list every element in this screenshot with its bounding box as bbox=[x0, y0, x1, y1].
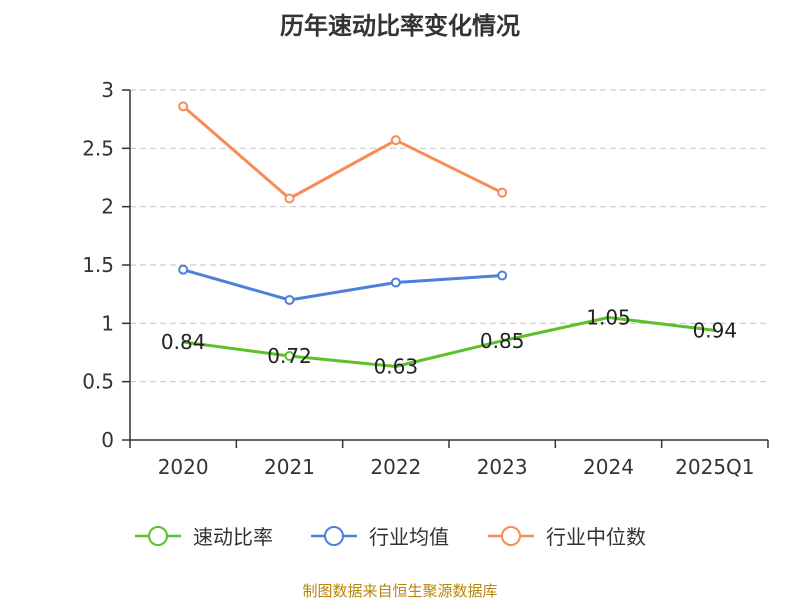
y-tick-label: 1.5 bbox=[82, 253, 114, 277]
data-labels: 0.84 0.72 0.63 0.85 1.05 0.94 bbox=[161, 306, 737, 379]
axes: 0 0.5 1 1.5 2 2.5 3 2020 2021 2022 2023 2024 2025Q1 bbox=[82, 78, 769, 479]
series-point[interactable] bbox=[390, 135, 401, 146]
legend-label: 行业中位数 bbox=[546, 525, 646, 549]
x-tick-label: 2020 bbox=[158, 455, 209, 479]
y-tick-label: 0 bbox=[101, 428, 114, 452]
x-tick-label: 2024 bbox=[583, 455, 634, 479]
data-label: 1.05 bbox=[586, 306, 631, 330]
data-label: 0.94 bbox=[693, 318, 738, 342]
legend-item-1[interactable]: 行业均值 bbox=[311, 525, 449, 549]
series-point[interactable] bbox=[178, 264, 189, 275]
series-point[interactable] bbox=[390, 277, 401, 288]
data-label: 0.85 bbox=[480, 329, 525, 353]
series-point[interactable] bbox=[284, 351, 295, 361]
legend-marker bbox=[501, 526, 521, 546]
x-tick-label: 2022 bbox=[370, 455, 421, 479]
y-tick-label: 3 bbox=[101, 78, 114, 102]
series-group bbox=[178, 101, 717, 368]
data-label: 0.72 bbox=[267, 344, 312, 368]
x-tick-label: 2023 bbox=[477, 455, 528, 479]
x-tick-label: 2025Q1 bbox=[675, 455, 754, 479]
legend-label: 速动比率 bbox=[193, 525, 273, 549]
series-line-0 bbox=[181, 316, 717, 368]
y-tick-label: 1 bbox=[101, 311, 114, 335]
legend[interactable]: 速动比率 行业均值 行业中位数 bbox=[135, 525, 646, 549]
series-point[interactable] bbox=[284, 295, 295, 305]
y-tick-label: 2.5 bbox=[82, 136, 114, 160]
x-tick-label: 2021 bbox=[264, 455, 315, 479]
series-point[interactable] bbox=[178, 101, 189, 112]
legend-item-2[interactable]: 行业中位数 bbox=[488, 525, 646, 549]
legend-marker bbox=[324, 526, 344, 546]
series-point[interactable] bbox=[497, 270, 508, 281]
series-point[interactable] bbox=[284, 193, 295, 204]
legend-marker bbox=[148, 526, 168, 546]
series-line-1 bbox=[181, 268, 504, 302]
chart-title: 历年速动比率变化情况 bbox=[280, 12, 520, 40]
grid-lines bbox=[130, 89, 768, 383]
series-point[interactable] bbox=[497, 187, 508, 198]
legend-item-0[interactable]: 速动比率 bbox=[135, 525, 273, 549]
y-tick-label: 2 bbox=[101, 195, 114, 219]
data-label: 0.63 bbox=[374, 355, 419, 379]
y-tick-label: 0.5 bbox=[82, 370, 114, 394]
source-note: 制图数据来自恒生聚源数据库 bbox=[302, 582, 497, 600]
legend-label: 行业均值 bbox=[369, 525, 449, 549]
data-label: 0.84 bbox=[161, 330, 206, 354]
series-line-2 bbox=[181, 104, 504, 200]
